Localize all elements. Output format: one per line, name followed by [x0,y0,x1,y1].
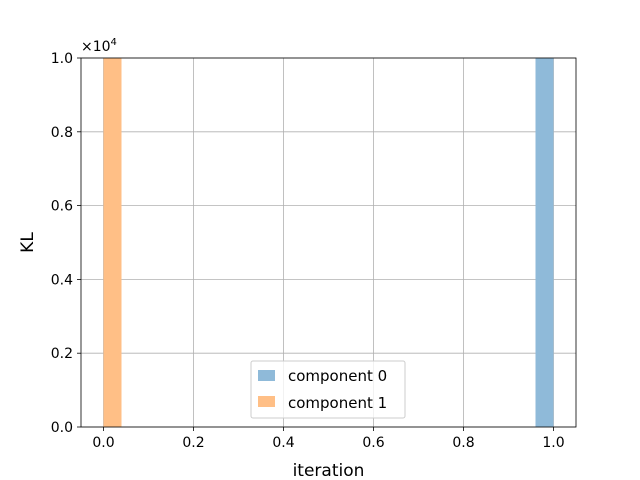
tick-layer: 0.0 0.2 0.4 0.6 0.8 1.0 0.0 0.2 0.4 0.6 0.8 1.0 [51,51,565,451]
x-tick-label: 0.6 [362,435,384,451]
bar-layer [103,58,554,427]
legend-swatch-component-0 [258,370,275,381]
legend: component 0 component 1 [250,360,406,419]
y-tick-label: 0.2 [51,346,73,362]
bar-component-1 [103,58,122,427]
grid-layer [81,57,576,428]
x-tick-label: 1.0 [542,435,564,451]
x-tick-label: 0.0 [92,435,114,451]
x-tick-label: 0.8 [452,435,474,451]
legend-box [250,360,406,419]
y-scale-factor: ×104 [81,37,117,55]
x-axis-label: iteration [293,461,365,480]
x-tick-label: 0.2 [182,435,204,451]
y-tick-label: 0.6 [51,199,73,215]
y-axis-label: KL [18,232,38,253]
legend-label-component-1: component 1 [288,394,387,412]
legend-label-component-0: component 0 [288,367,387,385]
y-tick-label: 0.4 [51,272,73,288]
legend-swatch-component-1 [258,396,275,407]
y-tick-label: 1.0 [51,51,73,67]
y-tick-label: 0.0 [51,420,73,436]
x-tick-label: 0.4 [272,435,294,451]
plot-frame [80,57,577,428]
y-tick-label: 0.8 [51,125,73,141]
bar-component-0 [535,58,554,427]
y-scale-base: ×10 [81,39,111,55]
y-scale-exponent: 4 [111,37,117,48]
